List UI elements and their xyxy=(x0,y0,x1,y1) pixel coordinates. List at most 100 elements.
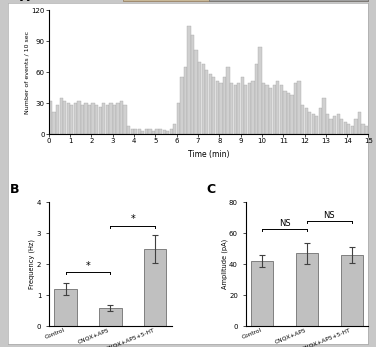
Bar xyxy=(265,85,269,134)
Bar xyxy=(99,307,121,326)
Bar xyxy=(212,77,215,134)
Bar xyxy=(269,88,272,134)
Bar xyxy=(180,77,183,134)
Bar xyxy=(67,103,70,134)
Bar xyxy=(347,124,350,134)
Text: A: A xyxy=(20,0,30,4)
Bar xyxy=(88,105,91,134)
Bar xyxy=(351,126,354,134)
Bar xyxy=(219,83,223,134)
Bar xyxy=(144,249,166,326)
Bar xyxy=(102,103,105,134)
Bar xyxy=(354,119,358,134)
Bar xyxy=(81,105,84,134)
Bar xyxy=(237,83,240,134)
Bar xyxy=(326,113,329,134)
Text: NS: NS xyxy=(324,211,335,220)
Bar xyxy=(134,129,137,134)
Bar xyxy=(322,98,326,134)
Bar xyxy=(233,85,237,134)
Bar xyxy=(95,105,98,134)
Bar xyxy=(280,85,283,134)
Bar xyxy=(141,131,144,134)
Bar xyxy=(308,111,311,134)
Bar xyxy=(361,124,365,134)
Bar xyxy=(216,81,219,134)
Bar xyxy=(173,124,176,134)
Bar xyxy=(59,98,63,134)
Bar xyxy=(344,122,347,134)
Text: *: * xyxy=(130,214,135,224)
Bar xyxy=(337,113,340,134)
Bar xyxy=(127,126,130,134)
Bar xyxy=(49,101,52,134)
Bar xyxy=(145,129,148,134)
Text: NS: NS xyxy=(279,219,291,228)
Bar xyxy=(230,83,233,134)
Bar xyxy=(294,83,297,134)
Bar xyxy=(223,77,226,134)
Bar xyxy=(209,74,212,134)
Bar xyxy=(202,64,205,134)
Bar xyxy=(191,35,194,134)
Bar xyxy=(226,67,230,134)
Bar xyxy=(148,129,152,134)
Bar xyxy=(315,116,318,134)
Bar xyxy=(319,109,322,134)
Bar xyxy=(194,50,198,134)
Text: C: C xyxy=(206,183,215,196)
Bar xyxy=(84,103,88,134)
Bar xyxy=(251,261,273,326)
Bar xyxy=(301,105,304,134)
Bar xyxy=(296,253,318,326)
Bar xyxy=(255,64,258,134)
Bar xyxy=(159,129,162,134)
Bar xyxy=(123,105,127,134)
Bar xyxy=(184,67,187,134)
Y-axis label: Amplitude (pA): Amplitude (pA) xyxy=(221,239,227,289)
Bar xyxy=(120,101,123,134)
Bar xyxy=(138,129,141,134)
Text: *: * xyxy=(86,261,90,271)
Bar xyxy=(248,83,251,134)
Bar xyxy=(333,116,336,134)
Bar xyxy=(113,105,116,134)
Bar xyxy=(91,103,95,134)
Y-axis label: Frequency (Hz): Frequency (Hz) xyxy=(29,239,35,289)
Bar xyxy=(273,85,276,134)
Bar xyxy=(74,103,77,134)
Bar xyxy=(106,105,109,134)
Bar xyxy=(262,83,265,134)
Bar xyxy=(187,26,191,134)
Bar xyxy=(56,105,59,134)
Bar xyxy=(305,109,308,134)
Bar xyxy=(152,131,155,134)
Bar xyxy=(155,129,159,134)
Bar xyxy=(198,62,201,134)
Bar xyxy=(77,101,80,134)
Bar xyxy=(365,126,368,134)
Bar xyxy=(290,95,294,134)
Bar xyxy=(205,70,208,134)
Bar xyxy=(170,129,173,134)
Bar xyxy=(109,103,112,134)
Bar xyxy=(116,103,120,134)
Bar xyxy=(258,46,262,134)
Bar xyxy=(297,81,301,134)
Bar xyxy=(52,111,56,134)
Bar xyxy=(341,255,363,326)
Bar xyxy=(244,85,247,134)
Text: B: B xyxy=(9,183,19,196)
X-axis label: Time (min): Time (min) xyxy=(188,150,229,159)
Bar xyxy=(162,130,166,134)
Bar xyxy=(130,129,134,134)
Bar xyxy=(329,119,333,134)
Bar xyxy=(63,101,66,134)
Bar xyxy=(276,81,279,134)
Bar xyxy=(251,81,255,134)
Bar xyxy=(166,131,169,134)
Bar xyxy=(177,103,180,134)
Bar xyxy=(358,111,361,134)
Bar xyxy=(55,289,77,326)
Bar xyxy=(340,119,343,134)
